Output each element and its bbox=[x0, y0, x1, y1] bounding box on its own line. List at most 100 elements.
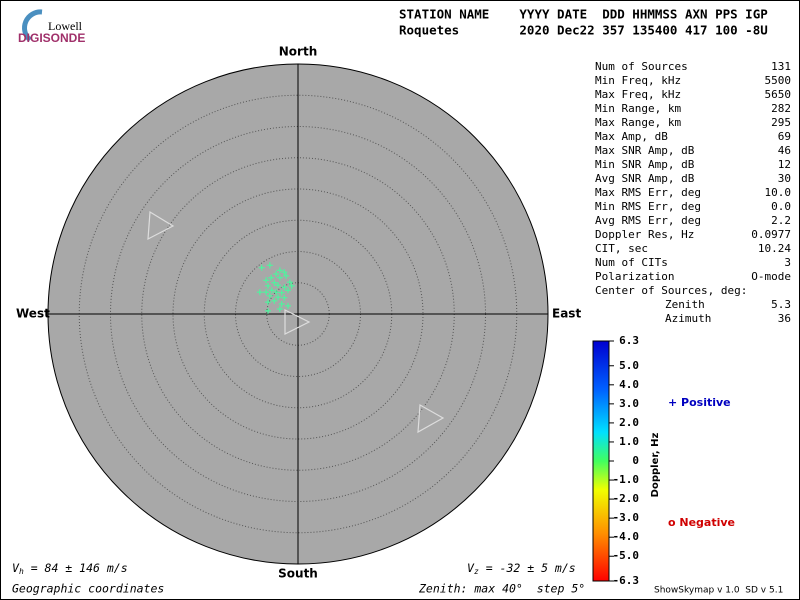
stat-value: 295 bbox=[771, 116, 791, 129]
source-point bbox=[268, 274, 275, 281]
colorbar-tick-label: -6.3 bbox=[613, 574, 640, 587]
stat-value: 36 bbox=[778, 312, 791, 325]
stat-value: 5650 bbox=[765, 88, 792, 101]
stat-value: 3 bbox=[784, 256, 791, 269]
stats-table: Num of Sources 131 Min Freq, kHz 5500 Max Fr… bbox=[595, 60, 791, 325]
legend-negative: o Negative bbox=[668, 516, 735, 529]
stat-label: Zenith bbox=[665, 298, 705, 311]
stat-label: Max Freq, kHz bbox=[595, 88, 681, 101]
compass-south: South bbox=[278, 567, 318, 581]
stat-label: Min SNR Amp, dB bbox=[595, 158, 695, 171]
source-point bbox=[286, 279, 293, 286]
source-point bbox=[271, 297, 278, 304]
header-columns: STATION NAME YYYY DATE DDD HHMMSS AXN PP… bbox=[399, 7, 768, 22]
logo-line2: DIGISONDE bbox=[18, 31, 85, 45]
colorbar-tick-label: 0 bbox=[632, 454, 639, 467]
colorbar-label: Doppler, Hz bbox=[650, 433, 661, 498]
stat-label: Min Range, km bbox=[595, 102, 681, 115]
source-point bbox=[275, 282, 281, 289]
antenna-marker bbox=[147, 210, 175, 241]
source-point bbox=[275, 294, 281, 301]
stat-value: 0.0 bbox=[771, 200, 791, 213]
subscript: h bbox=[19, 567, 24, 576]
source-point bbox=[263, 289, 270, 296]
stat-label: Center of Sources, deg: bbox=[595, 284, 747, 297]
velocity-z: Vz = -32 ± 5 m/s bbox=[467, 561, 576, 576]
velocity-text: = 84 ± 146 m/s bbox=[24, 561, 128, 575]
colorbar-tick-label: -4.0 bbox=[613, 530, 640, 543]
source-point bbox=[273, 289, 280, 296]
stat-label: Polarization bbox=[595, 270, 674, 283]
stat-label: Avg SNR Amp, dB bbox=[595, 172, 695, 185]
stat-label: Avg RMS Err, deg bbox=[595, 214, 701, 227]
stat-value: 5500 bbox=[765, 74, 792, 87]
stat-value: 131 bbox=[771, 60, 791, 73]
logo-line1: Lowell bbox=[48, 19, 83, 33]
stat-value: 10.0 bbox=[765, 186, 792, 199]
colorbar-tick-label: -1.0 bbox=[613, 473, 640, 486]
stat-value: 46 bbox=[778, 144, 791, 157]
source-point bbox=[281, 269, 288, 276]
source-point bbox=[281, 294, 288, 301]
compass-north: North bbox=[279, 45, 317, 59]
stat-value: 282 bbox=[771, 102, 791, 115]
stat-label: Max Amp, dB bbox=[595, 130, 668, 143]
source-point bbox=[285, 302, 291, 309]
source-point bbox=[273, 271, 280, 277]
stat-label: Max RMS Err, deg bbox=[595, 186, 701, 199]
source-point bbox=[285, 287, 291, 294]
zenith-note: Zenith: max 40° step 5° bbox=[418, 582, 585, 596]
colorbar-tick-label: 5.0 bbox=[619, 359, 639, 372]
source-point bbox=[256, 289, 263, 296]
source-point bbox=[278, 301, 285, 307]
velocity-text: = -32 ± 5 m/s bbox=[479, 561, 576, 575]
source-point bbox=[276, 306, 283, 312]
stat-value: 5.3 bbox=[771, 298, 791, 311]
stat-value: 0.0977 bbox=[751, 228, 791, 241]
stat-label: Min RMS Err, deg bbox=[595, 200, 701, 213]
stat-label: Min Freq, kHz bbox=[595, 74, 681, 87]
colorbar-tick-label: 6.3 bbox=[619, 334, 639, 347]
source-point bbox=[268, 287, 275, 294]
source-point bbox=[283, 272, 290, 279]
source-point bbox=[266, 292, 273, 299]
source-point bbox=[271, 279, 278, 286]
source-point bbox=[278, 289, 285, 296]
antenna-marker bbox=[284, 309, 311, 335]
source-point bbox=[276, 274, 283, 281]
source-point bbox=[265, 307, 271, 314]
stat-value: 30 bbox=[778, 172, 791, 185]
sources bbox=[256, 262, 295, 314]
source-point bbox=[266, 262, 273, 269]
compass-west: West bbox=[16, 307, 50, 321]
stat-label: Azimuth bbox=[665, 312, 711, 325]
source-point bbox=[265, 299, 271, 306]
version: ShowSkymap v 1.0 SD v 5.1 bbox=[654, 586, 783, 596]
colorbar bbox=[592, 340, 610, 582]
colorbar-tick-label: -5.0 bbox=[613, 549, 640, 562]
header-values: Roquetes 2020 Dec22 357 135400 417 100 -… bbox=[399, 23, 768, 38]
stat-label: Doppler Res, Hz bbox=[595, 228, 694, 241]
colorbar-tick-label: -2.0 bbox=[613, 492, 640, 505]
compass-east: East bbox=[552, 307, 581, 321]
legend-positive: + Positive bbox=[668, 396, 731, 409]
symbol: V bbox=[467, 561, 475, 575]
colorbar-tick-label: 2.0 bbox=[619, 416, 639, 429]
colorbar-tick-label: -3.0 bbox=[613, 511, 640, 524]
stat-label: Num of Sources bbox=[595, 60, 688, 73]
stat-value: 2.2 bbox=[771, 214, 791, 227]
colorbar-ticks: 6.3 5.0 4.0 3.0 2.0 1.0 0 -1.0 -2.0 -3.0 -4.0 -5.0 -… bbox=[609, 334, 639, 587]
stat-value: 12 bbox=[778, 158, 791, 171]
stat-label: Max Range, km bbox=[595, 116, 681, 129]
velocity-h: Vh = 84 ± 146 m/s bbox=[12, 561, 128, 576]
stat-value: 69 bbox=[778, 130, 791, 143]
coords-note: Geographic coordinates bbox=[12, 582, 164, 596]
symbol: V bbox=[12, 561, 20, 575]
source-point bbox=[263, 277, 270, 284]
logo-arc bbox=[22, 9, 43, 42]
stat-value: O-mode bbox=[751, 270, 791, 283]
source-point bbox=[276, 267, 283, 274]
stat-value: 10.24 bbox=[758, 242, 791, 255]
antenna-marker bbox=[417, 404, 445, 434]
